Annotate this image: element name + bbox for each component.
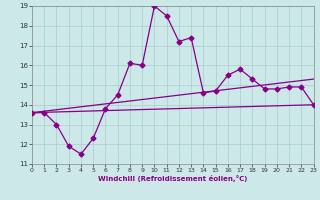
X-axis label: Windchill (Refroidissement éolien,°C): Windchill (Refroidissement éolien,°C) — [98, 175, 247, 182]
